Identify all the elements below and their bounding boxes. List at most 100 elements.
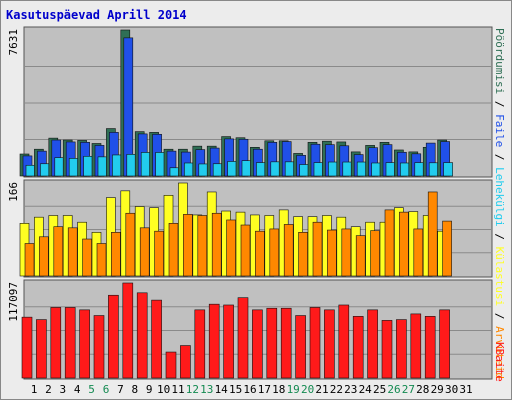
bar-files bbox=[342, 161, 353, 177]
bar-files bbox=[356, 161, 367, 177]
bar-files bbox=[169, 167, 180, 177]
x-tick-label: 30 bbox=[445, 383, 458, 396]
bar-sites bbox=[413, 228, 424, 277]
bar-sites bbox=[67, 227, 78, 277]
bar-kbytes bbox=[122, 282, 134, 379]
bar-sites bbox=[370, 230, 380, 277]
bar-sites bbox=[384, 209, 395, 277]
bar-kbytes bbox=[208, 303, 220, 379]
bar-files bbox=[68, 158, 79, 177]
x-tick-label: 1 bbox=[31, 383, 38, 396]
bar-files bbox=[184, 162, 194, 177]
bar-kbytes bbox=[309, 307, 321, 379]
x-tick-label: 3 bbox=[59, 383, 66, 396]
bar-kbytes bbox=[266, 307, 278, 379]
bar-kbytes bbox=[396, 319, 407, 379]
x-tick-label: 10 bbox=[157, 383, 170, 396]
x-tick-label: 13 bbox=[200, 383, 213, 396]
x-tick-label: 20 bbox=[301, 383, 314, 396]
bar-kbytes bbox=[295, 315, 306, 379]
bar-files bbox=[112, 154, 122, 177]
x-tick-label: 21 bbox=[315, 383, 328, 396]
bar-kbytes bbox=[338, 304, 350, 379]
bar-sites bbox=[197, 215, 208, 277]
bar-sites bbox=[154, 230, 164, 277]
bar-sites bbox=[355, 235, 366, 277]
bar-files bbox=[270, 161, 281, 177]
bar-sites bbox=[341, 228, 352, 277]
x-tick-label: 25 bbox=[373, 383, 386, 396]
bar-sites bbox=[399, 211, 409, 277]
x-tick-label: 22 bbox=[330, 383, 343, 396]
bar-kbytes bbox=[237, 297, 249, 379]
bar-kbytes bbox=[165, 351, 177, 379]
bar-kbytes bbox=[79, 309, 90, 379]
x-tick-label: 15 bbox=[229, 383, 242, 396]
bar-sites bbox=[39, 236, 49, 277]
x-tick-label: 12 bbox=[186, 383, 199, 396]
legend-kbytes: KBaite bbox=[493, 342, 506, 382]
bar-kbytes bbox=[223, 304, 234, 379]
bar-sites bbox=[255, 230, 265, 277]
bar-sites bbox=[211, 212, 222, 277]
bar-sites bbox=[183, 214, 193, 277]
bar-files bbox=[40, 163, 50, 177]
bar-files bbox=[212, 163, 223, 177]
x-tick-label: 17 bbox=[258, 383, 271, 396]
bar-files bbox=[155, 152, 165, 177]
bar-sites bbox=[125, 212, 136, 277]
bar-sites bbox=[442, 220, 452, 277]
bar-kbytes bbox=[194, 309, 206, 379]
bar-files bbox=[256, 162, 266, 177]
x-tick-label: 8 bbox=[131, 383, 138, 396]
bar-kbytes bbox=[252, 309, 263, 379]
bar-files bbox=[140, 152, 151, 177]
ymax-label: 117097 bbox=[7, 282, 20, 322]
bar-kbytes bbox=[424, 316, 436, 379]
ymax-label: 7631 bbox=[7, 29, 20, 56]
chart-title: Kasutuspäevad Aprill 2014 bbox=[6, 8, 187, 22]
bar-sites bbox=[96, 243, 107, 277]
x-tick-label: 27 bbox=[402, 383, 415, 396]
bar-sites bbox=[111, 232, 121, 277]
bar-files bbox=[443, 162, 453, 177]
bar-files bbox=[97, 156, 108, 177]
bar-kbytes bbox=[324, 309, 335, 379]
bar-kbytes bbox=[50, 307, 62, 379]
x-tick-label: 14 bbox=[215, 383, 229, 396]
bar-sites bbox=[53, 226, 64, 277]
bar-kbytes bbox=[439, 309, 450, 379]
bar-sites bbox=[283, 224, 294, 277]
bar-files bbox=[83, 155, 93, 177]
x-tick-label: 26 bbox=[387, 383, 400, 396]
bar-kbytes bbox=[410, 313, 422, 379]
bar-files bbox=[25, 164, 36, 177]
bar-files bbox=[328, 161, 338, 177]
bar-files bbox=[313, 162, 324, 177]
bar-sites bbox=[269, 228, 280, 277]
bar-files bbox=[126, 154, 137, 177]
x-tick-label: 5 bbox=[88, 383, 95, 396]
x-tick-label: 11 bbox=[171, 383, 184, 396]
bar-sites bbox=[24, 243, 35, 277]
x-tick-label: 4 bbox=[74, 383, 81, 396]
bar-kbytes bbox=[108, 294, 119, 379]
x-tick-label: 18 bbox=[272, 383, 285, 396]
bar-kbytes bbox=[136, 292, 148, 379]
bar-files bbox=[371, 162, 381, 177]
bar-files bbox=[54, 157, 65, 177]
x-tick-label: 31 bbox=[459, 383, 472, 396]
bar-kbytes bbox=[352, 316, 364, 379]
bar-sites bbox=[168, 223, 179, 277]
bar-sites bbox=[139, 227, 150, 277]
x-tick-label: 19 bbox=[287, 383, 300, 396]
x-tick-label: 24 bbox=[359, 383, 373, 396]
bar-sites bbox=[226, 219, 236, 277]
bar-files bbox=[414, 162, 425, 177]
legend-right: Pöördumisi / Faile / Lehekülgi / Külastu… bbox=[493, 28, 506, 379]
x-tick-label: 6 bbox=[103, 383, 110, 396]
x-tick-label: 28 bbox=[416, 383, 429, 396]
bar-sites bbox=[298, 232, 308, 277]
bar-kbytes bbox=[381, 320, 393, 379]
